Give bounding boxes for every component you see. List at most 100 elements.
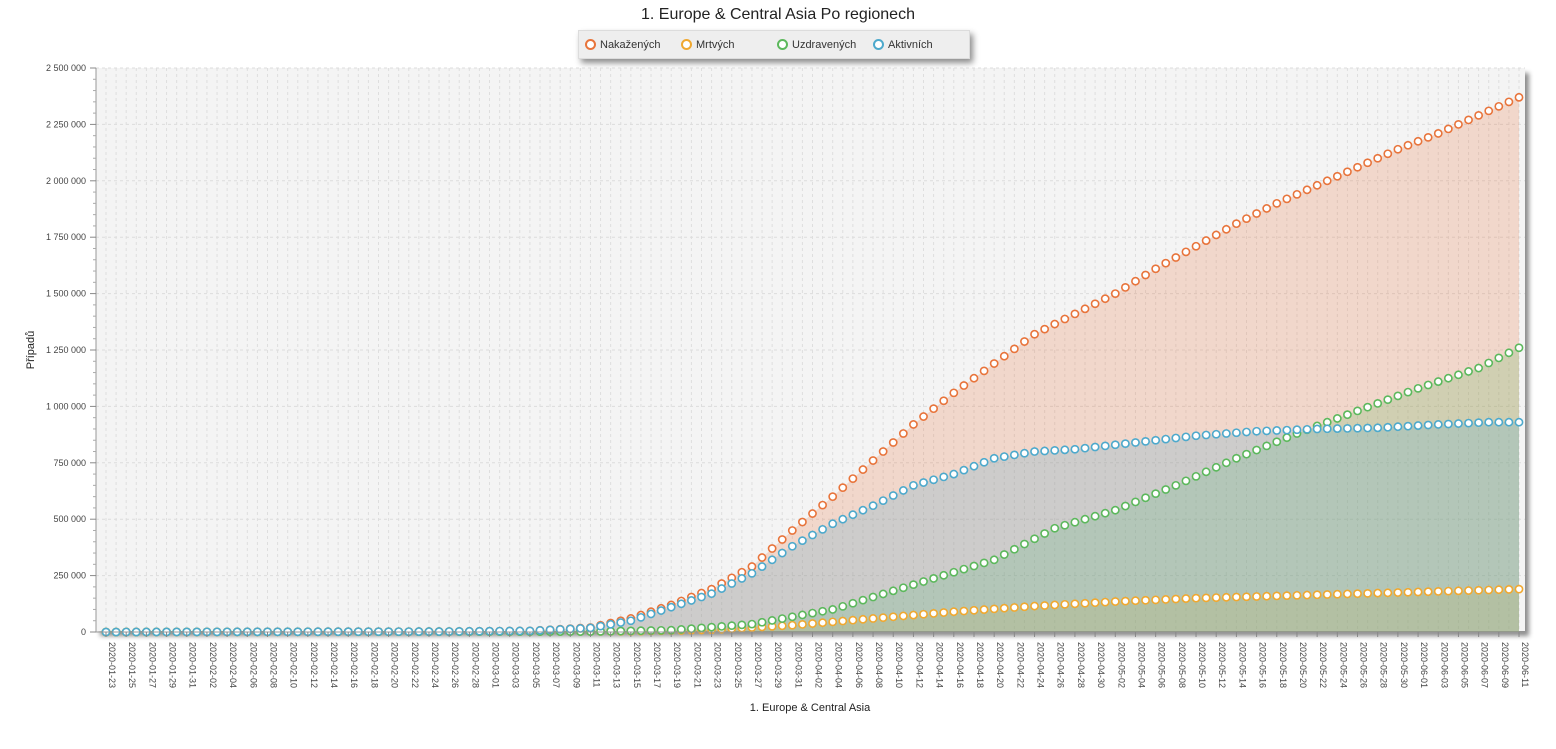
x-tick-label: 2020-05-12 xyxy=(1217,642,1227,688)
data-point xyxy=(798,517,807,527)
data-point xyxy=(565,624,575,634)
y-tick-label: 250 000 xyxy=(53,571,86,581)
data-point xyxy=(1343,589,1352,599)
data-point xyxy=(1191,241,1201,251)
data-point xyxy=(1383,588,1393,598)
data-point xyxy=(1292,189,1302,199)
data-point xyxy=(737,620,747,630)
x-tick-label: 2020-03-03 xyxy=(511,642,521,688)
data-point xyxy=(1393,422,1403,432)
data-point xyxy=(1292,425,1302,435)
data-point xyxy=(1363,402,1373,412)
data-point xyxy=(1161,485,1171,494)
legend-item-infected[interactable]: Nakažených xyxy=(585,37,661,52)
x-tick-label: 2020-03-19 xyxy=(672,642,682,688)
data-point xyxy=(606,619,616,629)
x-tick-label: 2020-03-29 xyxy=(773,642,783,688)
data-point xyxy=(858,505,868,515)
data-point xyxy=(1332,414,1342,423)
data-point xyxy=(1403,421,1413,431)
data-point xyxy=(1131,276,1140,286)
x-tick-label: 2020-04-12 xyxy=(914,642,924,688)
data-point xyxy=(919,478,928,487)
data-point xyxy=(1100,294,1110,304)
data-point xyxy=(1050,600,1060,610)
x-tick-label: 2020-06-01 xyxy=(1419,642,1429,688)
data-point xyxy=(878,496,888,505)
data-point xyxy=(676,625,686,634)
data-point xyxy=(1494,101,1504,111)
x-tick-label: 2020-03-09 xyxy=(571,642,581,688)
data-point xyxy=(1100,508,1110,518)
y-tick-label: 1 250 000 xyxy=(46,345,86,355)
data-point xyxy=(959,381,969,390)
x-tick-label: 2020-05-02 xyxy=(1116,642,1126,688)
data-point xyxy=(979,366,989,376)
data-point xyxy=(686,624,696,634)
x-tick-label: 2020-03-23 xyxy=(713,642,723,688)
data-point xyxy=(929,404,939,414)
data-point xyxy=(1504,417,1514,427)
data-point xyxy=(1464,115,1473,125)
data-point xyxy=(1151,489,1161,499)
data-point xyxy=(1181,476,1191,486)
x-tick-label: 2020-02-06 xyxy=(248,642,258,688)
x-tick-label: 2020-05-20 xyxy=(1298,642,1308,688)
data-point xyxy=(454,627,464,636)
legend-item-active[interactable]: Aktivních xyxy=(873,37,933,52)
data-point xyxy=(1464,418,1473,428)
x-tick-label: 2020-06-11 xyxy=(1520,642,1530,687)
data-point xyxy=(1322,424,1332,434)
data-point xyxy=(828,492,838,502)
data-point xyxy=(909,610,918,620)
data-point xyxy=(1353,423,1362,433)
legend-marker-deaths xyxy=(681,39,692,50)
x-tick-label: 2020-01-29 xyxy=(168,642,178,688)
data-point xyxy=(808,608,817,618)
data-point xyxy=(1060,599,1070,609)
data-point xyxy=(727,621,737,631)
legend-label-deaths: Mrtvých xyxy=(696,38,735,51)
data-point xyxy=(1141,493,1150,503)
data-point xyxy=(747,568,757,578)
data-point xyxy=(1454,586,1463,596)
data-point xyxy=(838,514,848,524)
x-tick-label: 2020-03-21 xyxy=(692,642,702,688)
data-point xyxy=(1252,445,1261,455)
x-tick-label: 2020-06-09 xyxy=(1500,642,1510,688)
data-point xyxy=(1131,497,1140,507)
data-point xyxy=(1322,176,1332,186)
data-point xyxy=(1050,523,1060,533)
data-point xyxy=(1201,467,1211,477)
data-point xyxy=(1211,593,1221,602)
data-point xyxy=(1353,406,1362,416)
data-point xyxy=(1272,198,1282,208)
data-point xyxy=(1302,590,1312,600)
x-tick-label: 2020-04-14 xyxy=(935,642,945,688)
data-point xyxy=(1484,417,1494,427)
data-point xyxy=(1201,236,1211,245)
data-point xyxy=(919,609,928,619)
x-tick-label: 2020-02-16 xyxy=(349,642,359,688)
x-tick-label: 2020-04-24 xyxy=(1036,642,1046,688)
data-point xyxy=(1232,219,1241,229)
data-point xyxy=(1343,423,1352,433)
data-point xyxy=(1131,596,1140,606)
x-tick-label: 2020-05-22 xyxy=(1318,642,1328,688)
legend-item-deaths[interactable]: Mrtvých xyxy=(681,37,735,52)
data-point xyxy=(787,526,797,535)
data-point xyxy=(878,613,888,623)
data-point xyxy=(888,438,898,447)
data-point xyxy=(747,619,757,629)
data-point xyxy=(1242,592,1251,602)
legend-item-recovered[interactable]: Uzdravených xyxy=(777,37,856,52)
data-point xyxy=(1221,224,1231,234)
data-point xyxy=(1211,230,1221,240)
data-point xyxy=(1343,167,1352,177)
data-point xyxy=(818,524,827,534)
data-point xyxy=(1171,480,1181,490)
data-point xyxy=(838,616,848,626)
x-tick-label: 2020-04-06 xyxy=(854,642,864,688)
data-point xyxy=(939,570,949,580)
